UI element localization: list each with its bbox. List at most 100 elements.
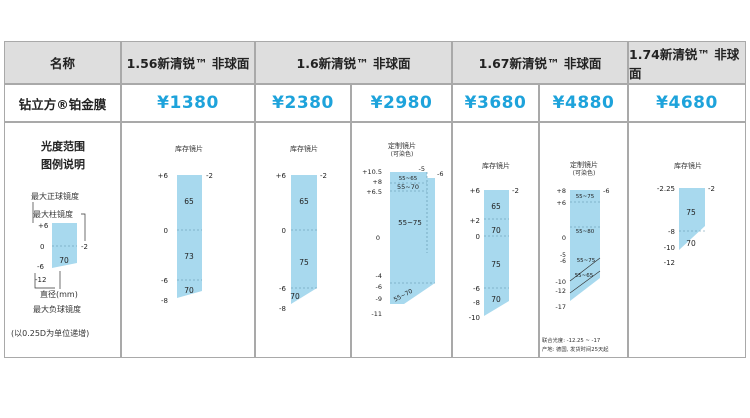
d1-zone2: 73 [184,252,194,261]
legend-max-sphere: 最大正球镜度 [31,191,79,201]
diagram-174: 库存镜片 -2.25 -2 75 -8 70 -10 -12 [657,161,715,267]
d5-note2: 产地: 德国, 发货时间25天起 [542,345,609,353]
d5-sph-d: -6 [560,258,566,265]
legend-num-minus6: -6 [37,263,45,271]
d4-zone2: 70 [491,226,501,235]
d5-zone1: 55~75 [576,194,595,200]
d1-sph-m8: -8 [161,297,168,305]
price-16-stock: ¥2380 [255,84,351,122]
d6-cyl: -2 [708,185,715,193]
d1-title: 库存镜片 [175,144,203,153]
d5-zone2: 55~80 [576,229,595,235]
d3-sph-e: -6 [376,283,382,291]
d1-sph-m6: -6 [161,277,169,285]
d5-sph-e: -10 [555,278,566,286]
d3-sph-a: +10.5 [362,168,382,176]
d4-sph-m10: -10 [469,314,480,322]
d3-fill [390,172,435,304]
diagram-cell-174: 库存镜片 -2.25 -2 75 -8 70 -10 -12 [628,122,746,358]
diagram-cell-167-stock: 库存镜片 +6 -2 65 +2 70 0 75 -6 70 -8 -10 [452,122,539,358]
d5-cyl: -6 [603,187,609,195]
d2-cyl: -2 [320,172,327,180]
coating-label: 钻立方®铂金膜 [4,84,121,122]
d5-fill [570,190,600,301]
product-header-16: 1.6新清锐™ 非球面 [255,41,452,84]
d4-cyl: -2 [512,187,519,195]
d4-sph-m6: -6 [473,285,481,293]
d4-fill [484,190,509,316]
d3-subtitle: (可染色) [391,150,414,158]
d6-zone2: 70 [686,239,696,248]
diagram-167-custom: 定制镜片 (可染色) +8 -6 55~75 +6 55~80 0 -5 -6 … [542,160,609,353]
diagram-16-stock: 库存镜片 +6 -2 65 0 75 -6 70 -8 [276,144,327,313]
d4-zone3: 75 [491,260,501,269]
product-header-156: 1.56新清锐™ 非球面 [121,41,255,84]
d2-sph-top: +6 [276,172,287,180]
d6-sph-m10: -10 [664,244,675,252]
d4-sph-0: 0 [476,233,480,241]
price-167-stock: ¥3680 [452,84,539,122]
d4-title: 库存镜片 [482,161,510,170]
d3-title: 定制镜片 [388,141,416,150]
d5-zone3: 55~75 [577,258,596,264]
diagram-cell-167-custom: 定制镜片 (可染色) +8 -6 55~75 +6 55~80 0 -5 -6 … [539,122,628,358]
legend-num-70: 70 [59,256,69,265]
legend-num-minus12: -12 [35,276,46,284]
d3-sph-b: +8 [372,178,382,186]
diagram-16-custom: 定制镜片 (可染色) +10.5 -5 -6 55~65 +8 55~70 +6… [362,141,443,318]
d6-zone1: 75 [686,208,696,217]
d2-sph-m8: -8 [279,305,286,313]
d5-zone4: 55~65 [575,273,594,279]
legend-num-0: 0 [40,243,44,251]
d4-sph-m8: -8 [473,299,480,307]
d6-sph-m12: -12 [664,259,675,267]
legend-title-1: 光度范围 [40,139,85,153]
d3-sph-c: +6.5 [366,188,382,196]
d1-fill [177,175,202,298]
legend-diameter: 直径(mm) [40,289,78,299]
d5-note1: 联合光度: -12.25 ~ -17 [542,336,600,344]
d6-fill [679,188,705,250]
d3-sph-g: -11 [371,310,382,318]
d5-sph-g: -17 [555,303,566,311]
legend-cell: 光度范围 图例说明 最大正球镜度 最大柱镜度 +6 0 -2 70 -6 -12… [4,122,121,358]
d6-title: 库存镜片 [674,161,702,170]
product-header-167: 1.67新清锐™ 非球面 [452,41,628,84]
legend-max-cyl: 最大柱镜度 [33,209,73,219]
d5-sph-b: +6 [556,199,566,207]
d6-sph-m8: -8 [668,228,675,236]
d4-zone4: 70 [491,295,501,304]
d3-sph-0: 0 [376,234,380,242]
d6-sph-top: -2.25 [657,185,675,193]
d2-fill [291,175,317,304]
legend-num-minus2: -2 [81,243,88,251]
legend-fill [52,223,77,268]
diagram-cell-16-stock: 库存镜片 +6 -2 65 0 75 -6 70 -8 [255,122,351,358]
diagram-167-stock: 库存镜片 +6 -2 65 +2 70 0 75 -6 70 -8 -10 [469,161,519,322]
d3-sph-f: -9 [376,295,382,303]
diagram-cell-156: 库存镜片 +6 -2 65 0 73 -6 70 -8 [121,122,255,358]
name-header: 名称 [4,41,121,84]
d2-zone2: 75 [299,258,309,267]
d3-zone2: 55~70 [397,183,419,191]
d2-sph-0: 0 [282,227,286,235]
legend-max-minus: 最大负球镜度 [33,304,81,314]
d3-sph-d: -4 [376,272,382,280]
price-156: ¥1380 [121,84,255,122]
d3-zone3: 55~75 [398,219,422,227]
d1-sph-top: +6 [158,172,169,180]
d5-sph-0: 0 [562,234,566,242]
legend-diagram: 光度范围 图例说明 最大正球镜度 最大柱镜度 +6 0 -2 70 -6 -12… [11,139,89,338]
price-174: ¥4680 [628,84,746,122]
d2-zone1: 65 [299,197,309,206]
legend-num-plus6: +6 [38,222,49,230]
price-167-custom: ¥4880 [539,84,628,122]
d5-subtitle: (可染色) [573,169,596,177]
legend-title-2: 图例说明 [41,157,85,171]
d5-sph-f: -12 [555,287,566,295]
price-16-custom: ¥2980 [351,84,452,122]
product-header-174: 1.74新清锐™ 非球面 [628,41,746,84]
d3-cyl1: -5 [419,165,425,173]
d1-sph-0: 0 [164,227,168,235]
d3-cyl2: -6 [437,170,443,178]
